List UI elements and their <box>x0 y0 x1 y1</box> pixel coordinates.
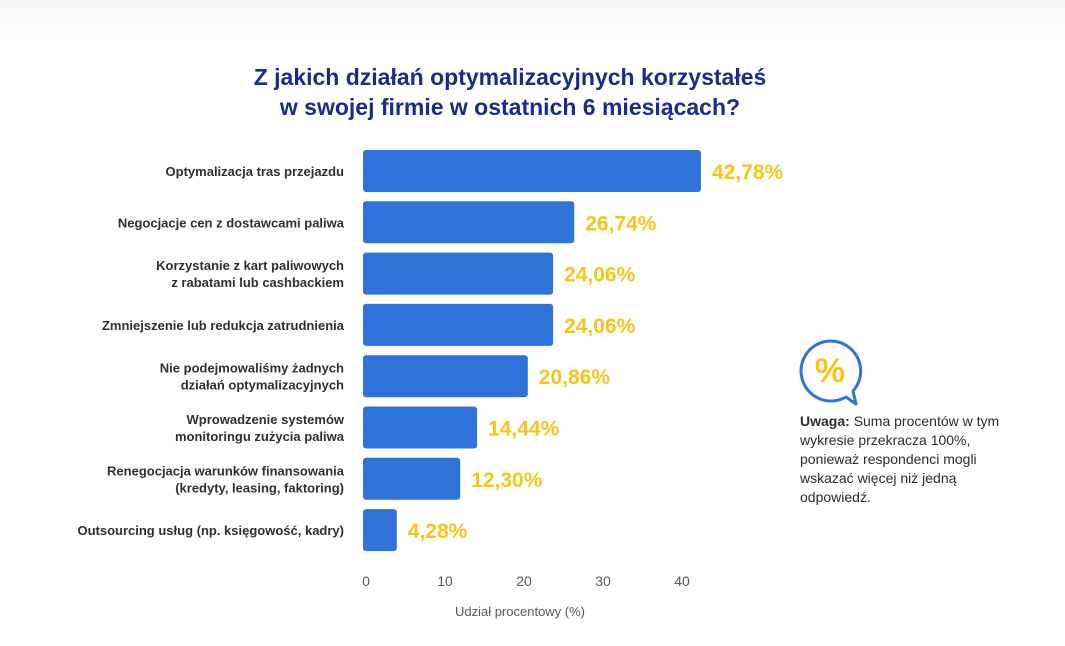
bar-5 <box>363 355 528 398</box>
x-tick-label-20: 20 <box>516 573 532 589</box>
x-tick-label-0: 0 <box>362 573 370 589</box>
chart-title-line-1: Z jakich działań optymalizacyjnych korzy… <box>253 64 767 90</box>
x-tick-label-40: 40 <box>674 573 690 589</box>
bar-7 <box>363 457 461 500</box>
percent-speech-bubble-icon: % <box>799 339 863 406</box>
value-label-6: 14,44% <box>488 418 560 441</box>
value-label-4: 24,06% <box>564 315 636 338</box>
category-label-6-line-1: Wprowadzenie systemów <box>187 412 345 427</box>
bar-8 <box>363 509 397 552</box>
value-label-5: 20,86% <box>539 366 611 389</box>
category-label-7-line-1: Renegocjacja warunków finansowania <box>107 463 345 478</box>
category-label-3-line-2: z rabatami lub cashbackiem <box>171 275 344 290</box>
category-label-7-line-2: (kredyty, leasing, faktoring) <box>175 480 344 495</box>
bar-2 <box>363 201 575 244</box>
x-axis-title: Udział procentowy (%) <box>455 604 585 619</box>
category-label-5-line-1: Nie podejmowaliśmy żadnych <box>160 361 344 376</box>
value-label-1: 42,78% <box>712 161 784 184</box>
chart-title-line-2: w swojej firmie w ostatnich 6 miesiącach… <box>279 94 741 120</box>
bar-1 <box>363 150 701 192</box>
category-label-6-line-2: monitoringu zużycia paliwa <box>175 429 345 444</box>
x-tick-label-10: 10 <box>437 573 453 589</box>
bar-6 <box>363 406 478 449</box>
category-label-8: Outsourcing usług (np. księgowość, kadry… <box>77 523 344 538</box>
bar-3 <box>363 252 554 295</box>
value-label-2: 26,74% <box>585 212 657 235</box>
note-text: Uwaga: Suma procentów w tym wykresie prz… <box>800 412 1030 507</box>
x-tick-label-30: 30 <box>595 573 611 589</box>
note-body: Suma procentów w tym wykresie przekracza… <box>800 413 1000 505</box>
percent-glyph: % <box>815 352 845 390</box>
value-label-7: 12,30% <box>471 469 543 492</box>
value-label-3: 24,06% <box>564 264 636 287</box>
category-label-5-line-2: działań optymalizacyjnych <box>181 378 344 393</box>
value-label-8: 4,28% <box>408 520 468 543</box>
bar-4 <box>363 303 554 346</box>
chart-title: Z jakich działań optymalizacyjnych korzy… <box>0 62 1020 122</box>
category-label-1: Optymalizacja tras przejazdu <box>166 164 345 179</box>
note-bold-prefix: Uwaga: <box>800 413 850 429</box>
category-label-4: Zmniejszenie lub redukcja zatrudnienia <box>102 318 345 333</box>
category-label-2: Negocjacje cen z dostawcami paliwa <box>118 215 345 230</box>
category-label-3-line-1: Korzystanie z kart paliwowych <box>156 258 344 273</box>
